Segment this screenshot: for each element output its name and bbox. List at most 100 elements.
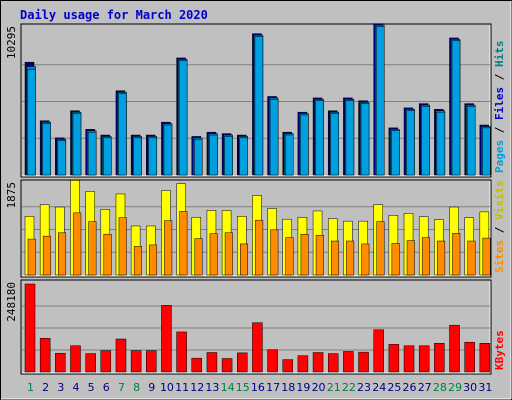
bar-pages-day-14 bbox=[224, 136, 233, 176]
bar-pages-day-12 bbox=[194, 139, 203, 176]
bar-sites-day-9 bbox=[149, 244, 158, 276]
x-tick-label-day-7: 7 bbox=[118, 381, 125, 394]
bar-kbytes-day-25 bbox=[388, 344, 400, 373]
x-tick-label-day-27: 27 bbox=[418, 381, 432, 394]
y-axis-max-label: 248180 bbox=[5, 282, 18, 322]
x-tick-label-day-26: 26 bbox=[403, 381, 417, 394]
x-tick-label-day-6: 6 bbox=[103, 381, 110, 394]
bar-kbytes-day-23 bbox=[358, 351, 369, 373]
bar-sites-day-6 bbox=[103, 233, 112, 276]
x-tick-label-day-30: 30 bbox=[463, 381, 477, 394]
chart-title: Daily usage for March 2020 bbox=[20, 8, 208, 22]
bar-pages-day-22 bbox=[345, 100, 355, 176]
bar-pages-day-2 bbox=[42, 123, 51, 176]
bar-kbytes-day-1 bbox=[24, 283, 36, 373]
legend-sites: Sites bbox=[493, 240, 506, 273]
x-tick-label-day-24: 24 bbox=[372, 381, 386, 394]
bar-sites-day-1 bbox=[27, 238, 36, 276]
bar-kbytes-day-29 bbox=[449, 324, 460, 373]
bar-kbytes-day-13 bbox=[206, 352, 218, 373]
bar-kbytes-day-31 bbox=[479, 343, 491, 373]
bar-sites-day-30 bbox=[467, 240, 476, 276]
bar-kbytes-day-6 bbox=[100, 350, 112, 373]
bar-sites-day-31 bbox=[482, 237, 491, 276]
bar-pages-day-3 bbox=[57, 140, 67, 176]
x-tick-label-day-17: 17 bbox=[266, 381, 280, 394]
panel-kbytes: 248180 KBytes bbox=[5, 279, 506, 375]
bar-sites-day-27 bbox=[421, 237, 430, 276]
bar-kbytes-day-28 bbox=[434, 343, 445, 373]
bar-sites-day-20 bbox=[315, 234, 324, 276]
legend-kbytes: KBytes bbox=[493, 330, 506, 370]
x-tick-label-day-14: 14 bbox=[221, 381, 235, 394]
x-tick-label-day-3: 3 bbox=[57, 381, 64, 394]
legend-pages: Pages bbox=[493, 140, 506, 173]
bar-pages-day-5 bbox=[87, 131, 97, 176]
bar-kbytes-day-18 bbox=[282, 359, 293, 373]
x-tick-label-day-4: 4 bbox=[72, 381, 79, 394]
bar-kbytes-day-7 bbox=[115, 338, 127, 373]
bar-sites-day-5 bbox=[88, 221, 97, 276]
bar-sites-day-24 bbox=[376, 221, 385, 276]
bar-kbytes-day-12 bbox=[191, 357, 203, 373]
right-axis-label: Sites / Visits bbox=[493, 180, 506, 273]
bar-sites-day-7 bbox=[118, 217, 127, 276]
x-tick-label-day-10: 10 bbox=[160, 381, 174, 394]
x-tick-label-day-22: 22 bbox=[342, 381, 356, 394]
bar-kbytes-day-22 bbox=[343, 351, 354, 373]
bar-pages-day-18 bbox=[284, 134, 294, 176]
bar-sites-day-14 bbox=[224, 232, 233, 276]
bar-pages-day-31 bbox=[482, 127, 491, 176]
bar-sites-day-23 bbox=[361, 243, 370, 276]
bar-sites-day-10 bbox=[164, 220, 173, 276]
legend-hits: Hits bbox=[493, 41, 506, 68]
bar-pages-day-16 bbox=[254, 36, 264, 176]
bar-pages-day-7 bbox=[118, 93, 127, 176]
bar-kbytes-day-17 bbox=[267, 349, 278, 373]
right-axis-label: Pages / Files / Hits bbox=[493, 41, 506, 174]
bar-pages-day-17 bbox=[269, 99, 279, 176]
bar-pages-day-13 bbox=[209, 134, 218, 176]
bar-kbytes-day-2 bbox=[39, 338, 51, 373]
x-axis-labels: 1 2 3 4 5 6 7 8 9 10 11 12 13 14 15 16 17 18 19 20 21 22 23 24 2… bbox=[27, 381, 492, 394]
x-tick-label-day-20: 20 bbox=[312, 381, 326, 394]
bar-sites-day-18 bbox=[285, 237, 294, 276]
bar-pages-day-4 bbox=[72, 113, 82, 176]
bar-pages-day-19 bbox=[300, 114, 309, 176]
bar-pages-day-28 bbox=[436, 111, 446, 176]
bar-pages-day-1 bbox=[27, 69, 36, 176]
bar-sites-day-29 bbox=[452, 233, 461, 276]
x-tick-label-day-28: 28 bbox=[433, 381, 447, 394]
bar-pages-day-11 bbox=[178, 60, 188, 176]
bar-kbytes-day-27 bbox=[418, 345, 430, 373]
bar-kbytes-day-11 bbox=[176, 331, 187, 373]
x-tick-label-day-15: 15 bbox=[236, 381, 250, 394]
bar-sites-day-16 bbox=[255, 219, 264, 276]
bar-kbytes-day-4 bbox=[70, 345, 81, 373]
bar-sites-day-15 bbox=[240, 243, 249, 276]
y-axis-max-label: 10295 bbox=[5, 26, 18, 59]
x-tick-label-day-2: 2 bbox=[42, 381, 49, 394]
x-tick-label-day-31: 31 bbox=[478, 381, 492, 394]
bar-kbytes-day-5 bbox=[85, 353, 96, 373]
bar-sites-day-4 bbox=[73, 212, 82, 276]
bar-sites-day-21 bbox=[330, 240, 339, 276]
bar-pages-day-6 bbox=[103, 137, 112, 176]
panel-pages-files-hits: 10295 Pages / Files / Hits bbox=[5, 23, 506, 178]
x-tick-label-day-19: 19 bbox=[296, 381, 310, 394]
x-tick-label-day-16: 16 bbox=[251, 381, 265, 394]
bar-kbytes-day-10 bbox=[161, 305, 172, 373]
x-tick-label-day-1: 1 bbox=[27, 381, 34, 394]
bar-kbytes-day-8 bbox=[130, 350, 142, 373]
bar-sites-day-11 bbox=[179, 211, 188, 276]
x-tick-label-day-5: 5 bbox=[88, 381, 95, 394]
bar-sites-day-19 bbox=[300, 233, 309, 276]
x-tick-label-day-25: 25 bbox=[387, 381, 401, 394]
x-tick-label-day-11: 11 bbox=[175, 381, 189, 394]
legend-files: Files bbox=[493, 87, 506, 120]
bar-kbytes-day-19 bbox=[297, 355, 309, 373]
bar-sites-day-8 bbox=[133, 246, 142, 276]
bar-kbytes-day-14 bbox=[221, 358, 233, 373]
